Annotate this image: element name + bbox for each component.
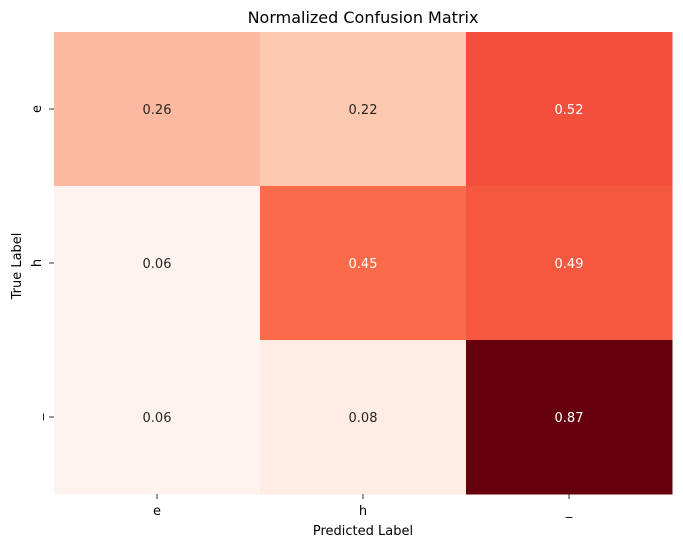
heatmap-cell (260, 340, 467, 495)
y-tick-label: e (30, 105, 45, 113)
heatmap-cell (260, 32, 467, 187)
heatmap-cell (466, 186, 673, 341)
chart-title: Normalized Confusion Matrix (248, 8, 479, 27)
heatmap-cell (54, 340, 261, 495)
x-axis-ticks: e h _ (153, 494, 573, 519)
x-axis-label: Predicted Label (313, 524, 413, 539)
heatmap-cell (466, 32, 673, 187)
cell-value-label: 0.08 (349, 411, 378, 426)
y-tick-label: h (30, 259, 45, 267)
heatmap-cell (466, 340, 673, 495)
heatmap-cell (260, 186, 467, 341)
cell-value-label: 0.06 (143, 257, 172, 272)
heatmap-cells: 0.26 0.22 0.52 0.06 0.45 0.49 0.06 0.08 0.87 (54, 32, 673, 495)
cell-value-label: 0.87 (555, 411, 584, 426)
heatmap-cell (54, 186, 261, 341)
y-axis-ticks: e h _ (30, 105, 54, 421)
cell-value-label: 0.45 (349, 257, 378, 272)
cell-value-label: 0.22 (349, 103, 378, 118)
heatmap-cell (54, 32, 261, 187)
cell-value-label: 0.06 (143, 411, 172, 426)
cell-value-label: 0.26 (143, 103, 172, 118)
cell-value-label: 0.49 (555, 257, 584, 272)
x-tick-label: e (153, 504, 161, 519)
y-axis-label: True Label (10, 233, 25, 301)
x-tick-label: h (359, 504, 367, 519)
cell-value-label: 0.52 (555, 103, 584, 118)
y-tick-label: _ (30, 413, 45, 421)
x-tick-label: _ (565, 504, 573, 519)
